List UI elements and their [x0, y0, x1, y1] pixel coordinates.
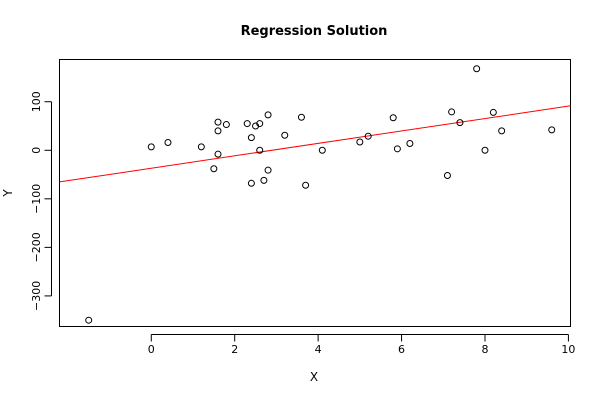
chart-title: Regression Solution: [241, 24, 388, 39]
x-tick-label: 0: [148, 343, 155, 356]
data-point: [243, 120, 251, 128]
data-point: [281, 131, 289, 139]
data-point: [256, 146, 264, 154]
x-axis-label: X: [310, 370, 318, 384]
data-point: [214, 118, 222, 126]
data-point: [364, 132, 372, 140]
regression-line: [59, 105, 571, 183]
data-point: [222, 121, 230, 129]
data-point: [456, 119, 464, 127]
data-point: [260, 176, 268, 184]
data-point: [489, 108, 497, 116]
data-point: [393, 145, 401, 153]
data-point: [302, 181, 310, 189]
plot-area: [59, 65, 571, 324]
y-axis-label: Y: [1, 189, 15, 198]
data-point: [85, 316, 93, 324]
x-tick-label: 6: [398, 343, 405, 356]
data-point: [498, 127, 506, 135]
data-point: [247, 134, 255, 142]
y-tick-label: −200: [30, 232, 43, 262]
data-point: [147, 143, 155, 151]
data-point: [473, 65, 481, 73]
data-point: [256, 120, 264, 128]
x-tick-label: 2: [231, 343, 238, 356]
y-tick-label: 100: [30, 91, 43, 112]
plot-frame: [59, 59, 571, 327]
data-point: [443, 172, 451, 180]
data-point: [389, 114, 397, 122]
data-point: [210, 165, 218, 173]
data-point: [164, 139, 172, 147]
data-point: [214, 150, 222, 158]
x-tick-label: 4: [315, 343, 322, 356]
x-axis: 0 2 4 6 8 10: [148, 334, 575, 356]
data-point: [247, 179, 255, 187]
data-point: [548, 126, 556, 134]
data-point: [264, 166, 272, 174]
data-point: [406, 139, 414, 147]
y-tick-label: −300: [30, 281, 43, 311]
data-point: [297, 113, 305, 121]
x-tick-label: 8: [481, 343, 488, 356]
data-point: [356, 138, 364, 146]
data-point: [197, 143, 205, 151]
data-point: [318, 146, 326, 154]
y-tick-label: 0: [30, 147, 43, 154]
y-tick-label: −100: [30, 184, 43, 214]
data-point: [264, 111, 272, 119]
data-point: [481, 146, 489, 154]
data-point: [214, 127, 222, 135]
x-tick-label: 10: [561, 343, 575, 356]
y-axis: −300 −200 −100 0 100: [30, 91, 52, 311]
data-point: [448, 108, 456, 116]
